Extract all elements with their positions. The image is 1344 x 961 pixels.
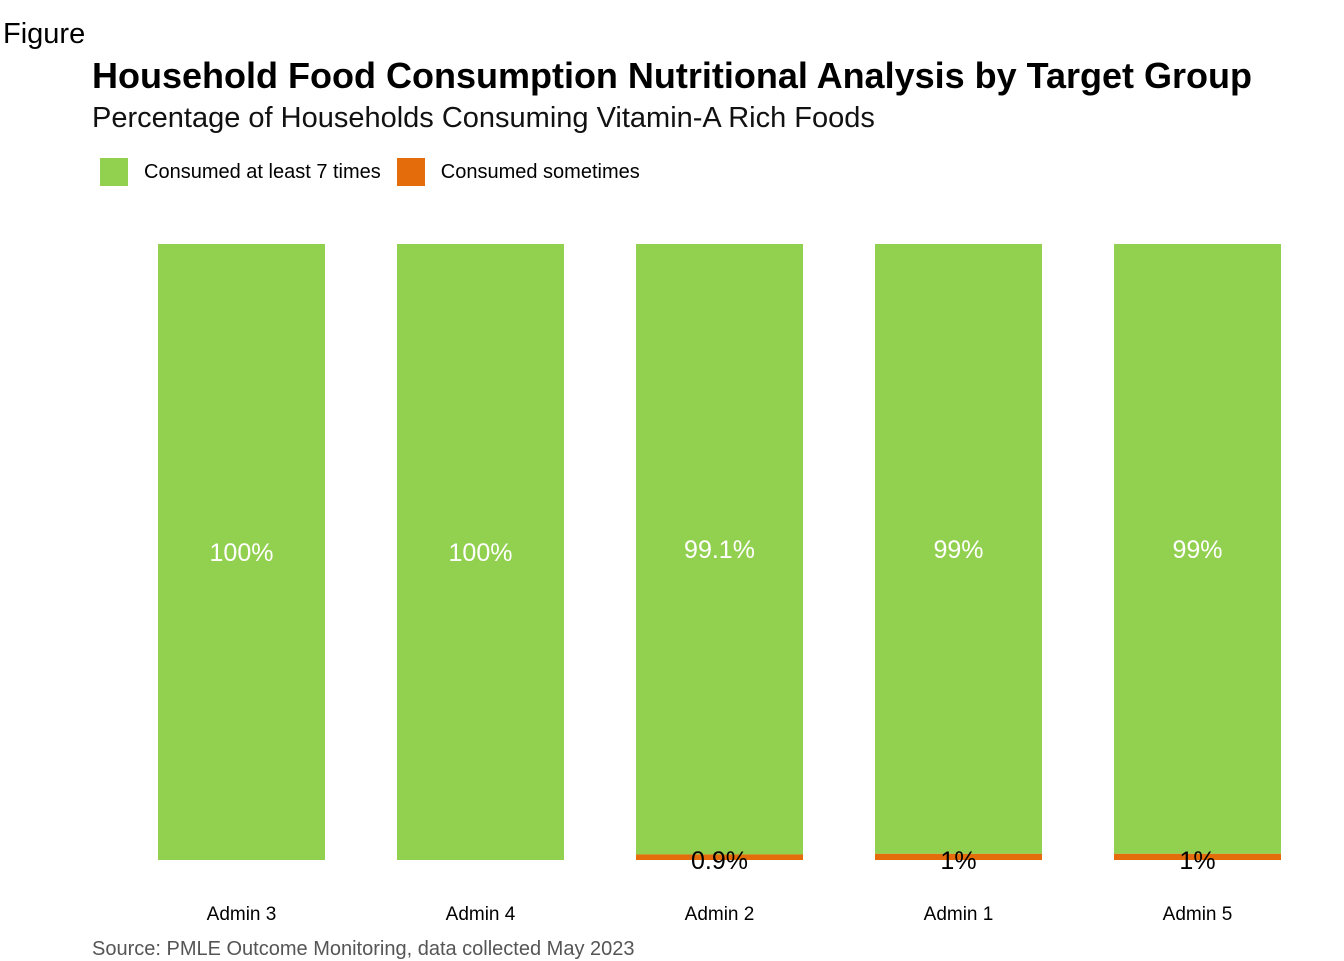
- legend-swatch-sometimes: [396, 158, 425, 186]
- bar-sometimes: [636, 854, 803, 860]
- bar-at-least-7: [875, 244, 1042, 854]
- bar-label-sometimes: 1%: [1179, 847, 1215, 875]
- x-tick-label: Admin 4: [446, 904, 516, 925]
- chart-legend: Consumed at least 7 times Consumed somet…: [100, 158, 656, 186]
- x-tick-label: Admin 5: [1163, 904, 1233, 925]
- x-tick-label: Admin 3: [207, 904, 277, 925]
- legend-item-at-least-7: Consumed at least 7 times: [100, 158, 381, 186]
- bar-label-at-least-7: 99%: [933, 536, 983, 564]
- bar-label-at-least-7: 100%: [449, 539, 513, 567]
- legend-swatch-at-least-7: [100, 158, 128, 186]
- chart-subtitle: Percentage of Households Consuming Vitam…: [92, 102, 875, 134]
- bar-label-sometimes: 1%: [940, 847, 976, 875]
- bar-at-least-7: [1114, 244, 1281, 854]
- bar-label-at-least-7: 99.1%: [684, 536, 755, 564]
- x-tick-label: Admin 1: [924, 904, 994, 925]
- legend-label-at-least-7: Consumed at least 7 times: [144, 160, 381, 183]
- bar-label-sometimes: 0.9%: [691, 847, 748, 875]
- chart-title: Household Food Consumption Nutritional A…: [92, 55, 1252, 96]
- bar-label-at-least-7: 100%: [210, 539, 274, 567]
- x-tick-label: Admin 2: [685, 904, 755, 925]
- bar-at-least-7: [397, 244, 564, 860]
- bar-label-at-least-7: 99%: [1172, 536, 1222, 564]
- bar-sometimes: [875, 853, 1042, 860]
- figure-label: Figure: [3, 18, 86, 50]
- legend-item-sometimes: Consumed sometimes: [396, 158, 640, 186]
- source-note: Source: PMLE Outcome Monitoring, data co…: [92, 938, 635, 960]
- bar-sometimes: [1114, 853, 1281, 860]
- bar-at-least-7: [158, 244, 325, 860]
- bar-at-least-7: [636, 244, 803, 855]
- legend-label-sometimes: Consumed sometimes: [440, 160, 640, 183]
